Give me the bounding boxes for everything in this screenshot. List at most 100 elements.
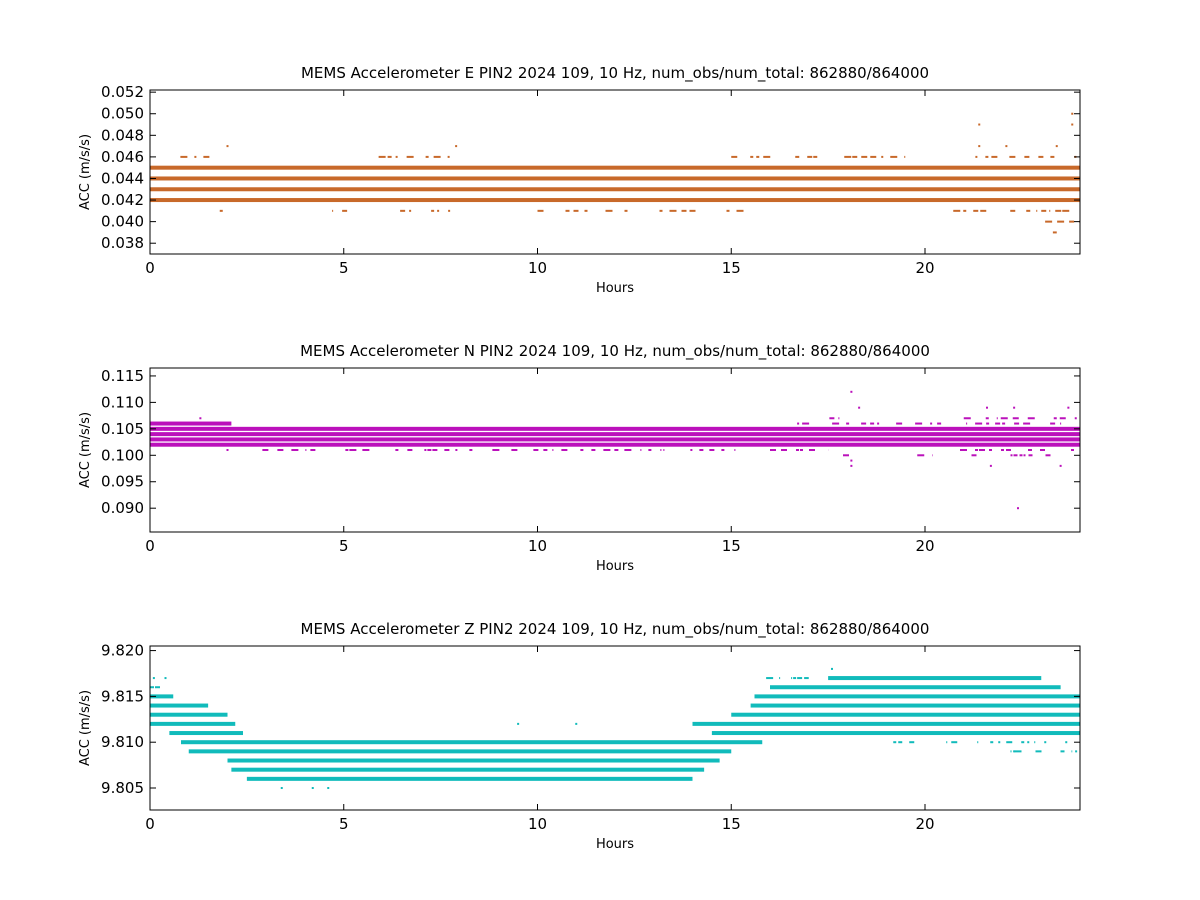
data-band bbox=[181, 740, 763, 745]
y-tick-label: 0.040 bbox=[101, 213, 144, 231]
chart-panel-2: 0 5 10 15 20 0.090 0.095 0.100 0.105 0.110 0.115 ME… bbox=[78, 342, 1081, 574]
data-point-run bbox=[448, 209, 451, 212]
data-point-run bbox=[793, 677, 797, 680]
data-point-run bbox=[1071, 750, 1073, 753]
data-point-run bbox=[437, 209, 440, 212]
data-point-run bbox=[409, 209, 412, 212]
data-point bbox=[152, 677, 155, 680]
data-band bbox=[692, 721, 1080, 726]
data-point-run bbox=[424, 449, 427, 451]
chart-panel-1: 0 5 10 15 20 0.038 0.040 0.042 0.044 0.046 0.048 0.… bbox=[78, 64, 1081, 296]
data-point-run bbox=[1069, 220, 1075, 223]
data-point-run bbox=[809, 449, 815, 451]
data-point-run bbox=[971, 454, 977, 457]
data-band bbox=[150, 426, 1080, 431]
data-point-run bbox=[511, 449, 518, 451]
data-point-run bbox=[669, 209, 677, 212]
data-point-run bbox=[342, 209, 348, 212]
data-point bbox=[1071, 123, 1074, 126]
data-point-run bbox=[1012, 417, 1019, 420]
data-point-run bbox=[155, 686, 160, 689]
x-tick-label: 10 bbox=[528, 537, 547, 555]
data-point bbox=[1013, 750, 1016, 753]
data-point bbox=[850, 464, 853, 467]
data-point-run bbox=[756, 155, 760, 158]
data-point-run bbox=[455, 449, 458, 451]
data-point bbox=[831, 667, 833, 670]
x-tick-label: 20 bbox=[915, 815, 934, 833]
data-point-run bbox=[975, 449, 978, 451]
data-point-run bbox=[492, 449, 500, 451]
data-band bbox=[231, 767, 705, 772]
data-point-run bbox=[709, 449, 715, 451]
data-point-run bbox=[552, 449, 554, 451]
data-band bbox=[150, 165, 1080, 170]
data-point-run bbox=[890, 155, 898, 158]
data-point-run bbox=[1035, 750, 1042, 753]
x-tick-label: 15 bbox=[722, 537, 741, 555]
data-point-run bbox=[802, 422, 810, 425]
data-point-run bbox=[305, 449, 307, 451]
data-point-run bbox=[1038, 155, 1044, 158]
data-point-run bbox=[904, 155, 906, 158]
data-point-run bbox=[407, 449, 413, 451]
data-point bbox=[850, 459, 853, 462]
data-point-run bbox=[963, 209, 967, 212]
axes-frame bbox=[149, 367, 1081, 533]
data-point-run bbox=[813, 155, 818, 158]
data-point-run bbox=[1014, 750, 1022, 753]
data-point-run bbox=[977, 741, 979, 744]
data-point-run bbox=[1040, 449, 1045, 451]
data-point-run bbox=[203, 155, 210, 158]
y-tick-label: 0.048 bbox=[101, 126, 144, 144]
data-point-run bbox=[1026, 209, 1031, 212]
data-point-run bbox=[930, 422, 933, 425]
data-point-run bbox=[763, 155, 771, 158]
data-band bbox=[150, 176, 1080, 181]
x-axis-label: Hours bbox=[596, 559, 634, 574]
data-point-run bbox=[580, 449, 584, 451]
x-axis-label: Hours bbox=[596, 281, 634, 296]
data-point-run bbox=[909, 741, 915, 744]
data-marks bbox=[150, 667, 1080, 790]
x-tick-label: 20 bbox=[915, 537, 934, 555]
data-point-run bbox=[219, 209, 223, 212]
axes-frame bbox=[149, 645, 1081, 811]
y-tick-label: 0.044 bbox=[101, 169, 144, 187]
data-point-run bbox=[797, 422, 800, 425]
data-point-run bbox=[1014, 422, 1020, 425]
data-point-run bbox=[795, 155, 800, 158]
data-point-run bbox=[660, 449, 662, 451]
data-point-run bbox=[1065, 741, 1068, 744]
data-point-run bbox=[832, 422, 840, 425]
data-point-run bbox=[663, 449, 665, 451]
data-band bbox=[150, 703, 209, 708]
chart-title: MEMS Accelerometer Z PIN2 2024 109, 10 H… bbox=[301, 620, 930, 639]
data-point-run bbox=[796, 449, 799, 451]
data-point-run bbox=[681, 209, 687, 212]
data-point-run bbox=[543, 449, 548, 451]
data-point bbox=[280, 787, 283, 790]
data-point-run bbox=[736, 209, 744, 212]
data-point-run bbox=[1027, 741, 1030, 744]
y-tick-label: 0.115 bbox=[101, 367, 144, 385]
data-point-run bbox=[991, 155, 998, 158]
data-band bbox=[150, 712, 228, 717]
data-point-run bbox=[1028, 449, 1032, 451]
data-point-run bbox=[804, 677, 809, 680]
data-point-run bbox=[277, 449, 284, 451]
data-point bbox=[1017, 507, 1019, 510]
data-band bbox=[150, 421, 232, 426]
data-point-run bbox=[951, 741, 958, 744]
data-point-run bbox=[433, 155, 441, 158]
data-point-run bbox=[1050, 422, 1056, 425]
y-tick-label: 0.050 bbox=[101, 105, 144, 123]
data-point-run bbox=[998, 741, 1001, 744]
data-point-run bbox=[537, 209, 544, 212]
data-point-run bbox=[800, 449, 803, 451]
data-band bbox=[731, 712, 1080, 717]
x-tick-label: 5 bbox=[339, 815, 349, 833]
data-point-run bbox=[349, 449, 357, 451]
chart-title: MEMS Accelerometer E PIN2 2024 109, 10 H… bbox=[301, 64, 929, 83]
data-point-run bbox=[844, 155, 852, 158]
